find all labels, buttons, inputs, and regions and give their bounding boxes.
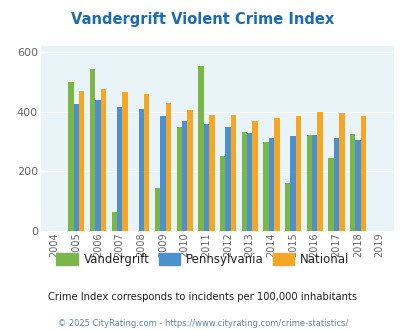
Bar — [317, 112, 322, 231]
Bar — [225, 127, 230, 231]
Text: © 2025 CityRating.com - https://www.cityrating.com/crime-statistics/: © 2025 CityRating.com - https://www.city… — [58, 319, 347, 328]
Bar — [338, 113, 344, 231]
Bar — [295, 116, 301, 231]
Bar — [181, 121, 187, 231]
Bar — [79, 91, 84, 231]
Bar — [117, 107, 122, 231]
Bar — [262, 142, 268, 231]
Bar — [328, 158, 333, 231]
Bar — [230, 115, 236, 231]
Bar — [122, 91, 128, 231]
Bar — [360, 116, 365, 231]
Bar — [306, 135, 311, 231]
Bar — [284, 183, 290, 231]
Bar — [100, 89, 106, 231]
Text: Crime Index corresponds to incidents per 100,000 inhabitants: Crime Index corresponds to incidents per… — [48, 292, 357, 302]
Bar — [144, 94, 149, 231]
Bar — [203, 124, 209, 231]
Bar — [252, 121, 257, 231]
Bar — [273, 118, 279, 231]
Bar — [246, 133, 252, 231]
Bar — [160, 116, 165, 231]
Bar — [198, 66, 203, 231]
Bar — [311, 135, 317, 231]
Bar — [349, 134, 354, 231]
Legend: Vandergrift, Pennsylvania, National: Vandergrift, Pennsylvania, National — [51, 248, 354, 271]
Bar — [241, 132, 246, 231]
Bar — [220, 155, 225, 231]
Bar — [268, 138, 273, 231]
Bar — [209, 115, 214, 231]
Bar — [90, 69, 95, 231]
Bar — [290, 136, 295, 231]
Bar — [95, 100, 100, 231]
Bar — [176, 127, 181, 231]
Bar — [73, 104, 79, 231]
Bar — [155, 188, 160, 231]
Bar — [354, 140, 360, 231]
Text: Vandergrift Violent Crime Index: Vandergrift Violent Crime Index — [71, 12, 334, 26]
Bar — [68, 82, 73, 231]
Bar — [111, 212, 117, 231]
Bar — [139, 109, 144, 231]
Bar — [165, 103, 171, 231]
Bar — [187, 110, 192, 231]
Bar — [333, 138, 338, 231]
